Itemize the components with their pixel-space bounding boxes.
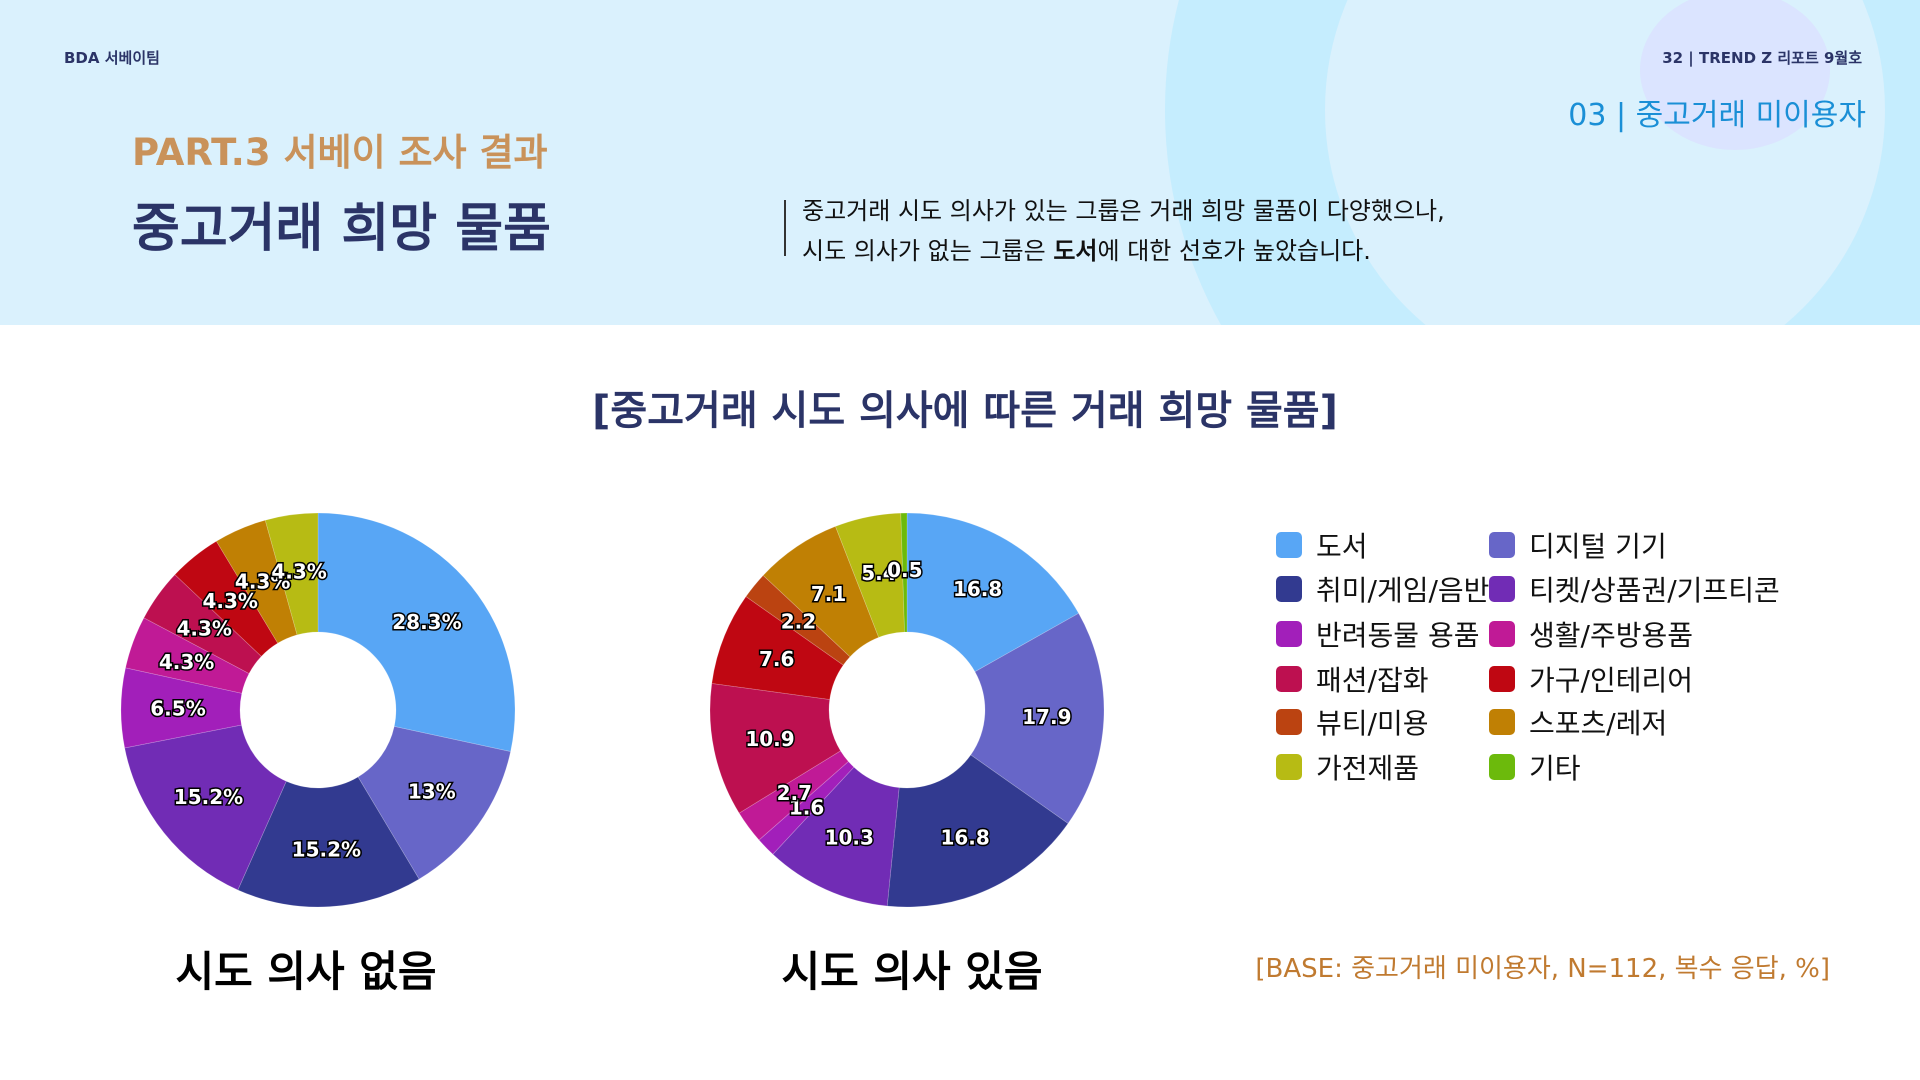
slice-4 xyxy=(772,766,900,907)
slice-7 xyxy=(709,683,842,814)
slice-11 xyxy=(264,512,319,636)
slice-1 xyxy=(906,512,1080,673)
slice-value-label: 4.3% xyxy=(177,616,232,640)
legend-label: 가전제품 xyxy=(1316,752,1420,785)
legend-swatch xyxy=(1276,532,1302,558)
issue-info: 32 | TREND Z 리포트 9월호 xyxy=(1662,49,1862,67)
slice-value-label: 15.2% xyxy=(174,785,243,809)
slice-5 xyxy=(120,667,243,749)
slice-value-label: 15.2% xyxy=(292,838,361,862)
quote-text: 에 대한 선호가 높았습니다. xyxy=(1097,237,1371,265)
legend-item: 가구/인테리어 xyxy=(1489,659,1693,699)
legend-label: 스포츠/레저 xyxy=(1529,707,1668,740)
slice-value-label: 10.9 xyxy=(745,727,794,751)
base-note: [BASE: 중고거래 미이용자, N=112, 복수 응답, %] xyxy=(1255,954,1830,984)
legend-label: 도서 xyxy=(1316,530,1368,563)
legend-label: 패션/잡화 xyxy=(1316,664,1429,697)
slice-4 xyxy=(124,724,287,891)
legend-label: 디지털 기기 xyxy=(1529,530,1667,563)
slice-value-label: 4.3% xyxy=(159,650,214,674)
legend-swatch xyxy=(1489,532,1515,558)
slice-6 xyxy=(125,617,250,694)
quote-line-1: 중고거래 시도 의사가 있는 그룹은 거래 희망 물품이 다양했으나, xyxy=(802,197,1445,225)
slice-value-label: 10.3 xyxy=(825,826,874,850)
slice-value-label: 16.8 xyxy=(953,577,1002,601)
legend-item: 취미/게임/음반 xyxy=(1276,569,1489,609)
legend-swatch xyxy=(1489,754,1515,780)
slice-3 xyxy=(886,754,1069,908)
legend-item: 도서 xyxy=(1276,525,1368,565)
slice-value-label: 28.3% xyxy=(392,610,461,634)
slice-value-label: 4.3% xyxy=(271,559,326,583)
legend-item: 뷰티/미용 xyxy=(1276,702,1428,742)
slice-value-label: 4.3% xyxy=(203,589,258,613)
slice-value-label: 2.7 xyxy=(777,781,812,805)
legend-item: 기타 xyxy=(1489,747,1581,787)
slice-value-label: 13% xyxy=(408,780,456,804)
legend-label: 티켓/상품권/기프티콘 xyxy=(1529,574,1780,607)
slice-12 xyxy=(900,512,908,633)
slice-3 xyxy=(237,776,420,908)
legend-item: 디지털 기기 xyxy=(1489,525,1667,565)
legend-label: 뷰티/미용 xyxy=(1316,707,1429,740)
donut-label-intent: 시도 의사 있음 xyxy=(781,947,1043,996)
slice-5 xyxy=(758,760,855,855)
legend-swatch xyxy=(1489,621,1515,647)
part-label: PART.3 서베이 조사 결과 xyxy=(132,131,548,174)
slice-value-label: 16.8 xyxy=(940,825,989,849)
legend-swatch xyxy=(1276,621,1302,647)
legend-swatch xyxy=(1489,709,1515,735)
slice-value-label: 1.6 xyxy=(789,796,824,820)
summary-quote: 중고거래 시도 의사가 있는 그룹은 거래 희망 물품이 다양했으나, 시도 의… xyxy=(802,191,1445,271)
slice-value-label: 4.3% xyxy=(235,569,290,593)
legend-swatch xyxy=(1276,754,1302,780)
legend-swatch xyxy=(1276,709,1302,735)
chart-title: [중고거래 시도 의사에 따른 거래 희망 물품] xyxy=(592,388,1338,434)
slice-value-label: 17.9 xyxy=(1022,705,1071,729)
legend-swatch xyxy=(1489,576,1515,602)
slice-2 xyxy=(357,726,511,880)
slice-value-label: 2.2 xyxy=(781,610,816,634)
legend-item: 가전제품 xyxy=(1276,747,1419,787)
donut-2: 16.8 17.9 16.8 10.31.62.7 10.9 7.6 2.2 7.1 5.40.… xyxy=(709,512,1105,908)
donut-1: 28.3%13%15.2%15.2%6.5%4.3%4.3%4.3%4.3%4.… xyxy=(120,512,516,908)
slice-value-label: 5.4 xyxy=(861,561,896,585)
slice-2 xyxy=(970,612,1105,824)
page-title: 중고거래 희망 물품 xyxy=(132,199,551,259)
legend-swatch xyxy=(1276,666,1302,692)
legend-swatch xyxy=(1276,576,1302,602)
quote-text: 시도 의사가 없는 그룹은 xyxy=(802,237,1054,265)
legend-item: 반려동물 용품 xyxy=(1276,614,1479,654)
slice-value-label: 7.6 xyxy=(759,647,794,671)
legend-swatch xyxy=(1489,666,1515,692)
legend-label: 취미/게임/음반 xyxy=(1316,574,1490,607)
section-label: 03 | 중고거래 미이용자 xyxy=(1568,98,1866,133)
legend-item: 생활/주방용품 xyxy=(1489,614,1693,654)
legend-label: 가구/인테리어 xyxy=(1529,664,1693,697)
slice-10 xyxy=(762,525,880,658)
legend-label: 생활/주방용품 xyxy=(1529,619,1693,652)
legend-item: 티켓/상품권/기프티콘 xyxy=(1489,569,1780,609)
quote-divider xyxy=(784,200,786,256)
donut-charts: 28.3%13%15.2%15.2%6.5%4.3%4.3%4.3%4.3%4.… xyxy=(120,512,1105,908)
donut-label-no-intent: 시도 의사 없음 xyxy=(175,947,437,996)
quote-highlight: 도서 xyxy=(1053,237,1098,265)
header-banner: BDA 서베이팀 32 | TREND Z 리포트 9월호 03 | 중고거래 … xyxy=(0,0,1920,325)
legend-item: 스포츠/레저 xyxy=(1489,702,1667,742)
team-name: BDA 서베이팀 xyxy=(64,49,160,67)
quote-line-2: 시도 의사가 없는 그룹은 도서에 대한 선호가 높았습니다. xyxy=(802,231,1445,271)
slice-8 xyxy=(711,596,844,700)
slice-value-label: 6.5% xyxy=(150,696,205,720)
legend-label: 기타 xyxy=(1529,752,1581,785)
slice-1 xyxy=(317,512,516,753)
slice-value-label: 0.5 xyxy=(887,558,922,582)
legend-item: 패션/잡화 xyxy=(1276,659,1428,699)
decorative-circle xyxy=(1640,0,1830,150)
slice-value-label: 7.1 xyxy=(811,582,846,606)
legend-label: 반려동물 용품 xyxy=(1316,619,1480,652)
